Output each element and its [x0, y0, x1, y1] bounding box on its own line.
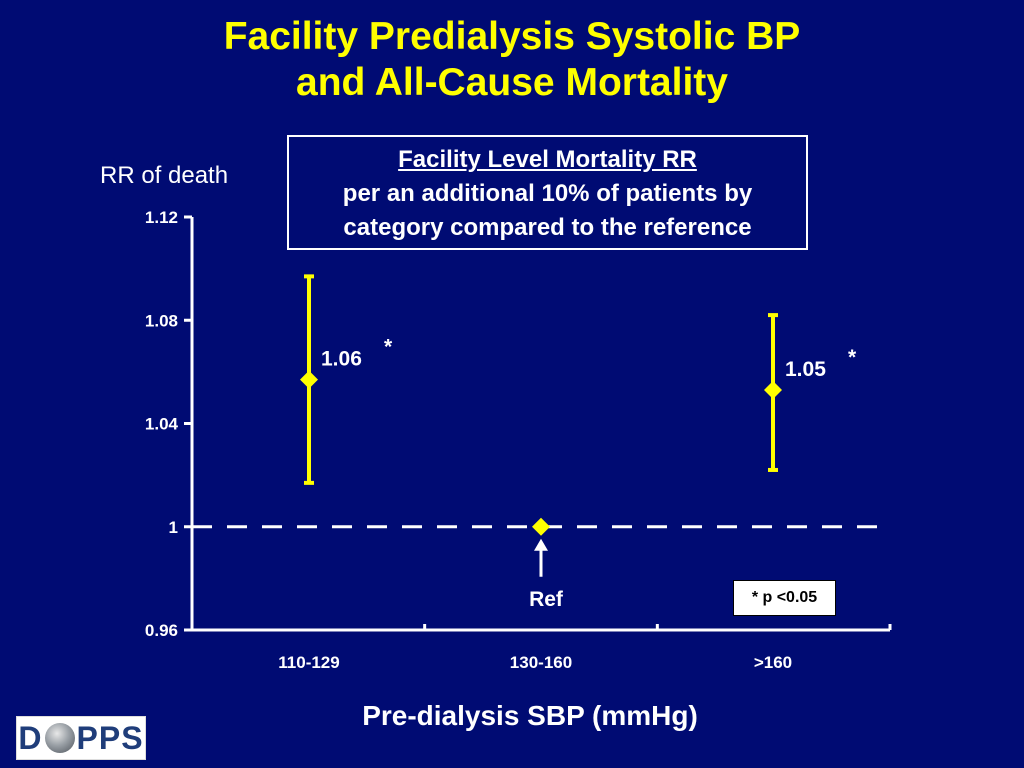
title-line-1: Facility Predialysis Systolic BP	[223, 15, 801, 58]
globe-icon	[44, 723, 75, 753]
x-axis-title: Pre-dialysis SBP (mmHg)	[362, 700, 698, 731]
y-tick-label: 1.12	[145, 208, 178, 227]
data-point-marker	[300, 370, 318, 389]
y-axis-title: RR of death	[100, 162, 229, 189]
y-tick-label: 1.08	[145, 311, 178, 330]
method-note-box: Facility Level Mortality RR per an addit…	[287, 135, 808, 250]
data-point-marker	[532, 517, 550, 536]
ref-label: Ref	[529, 588, 564, 611]
significance-star: *	[384, 336, 393, 359]
note-line-3: category compared to the reference	[343, 214, 752, 241]
y-tick-label: 1.04	[145, 415, 179, 434]
data-point-marker	[764, 380, 782, 399]
significance-legend: * p <0.05	[733, 580, 836, 616]
y-tick-label: 0.96	[145, 621, 178, 640]
slide-title: Facility Predialysis Systolic BP and All…	[0, 14, 1024, 106]
x-tick-label: >160	[754, 653, 792, 672]
x-tick-label: 110-129	[278, 653, 339, 672]
logo-letters-pps: PPS	[76, 719, 144, 756]
data-label: 1.06	[321, 348, 362, 371]
significance-star: *	[848, 346, 857, 369]
title-line-2: and All-Cause Mortality	[296, 61, 728, 104]
dopps-logo: D PPS	[16, 716, 146, 760]
y-tick-label: 1	[169, 518, 178, 537]
data-label: 1.05	[785, 358, 826, 381]
note-heading: Facility Level Mortality RR	[398, 146, 697, 173]
note-line-2: per an additional 10% of patients by	[342, 180, 753, 207]
x-tick-label: 130-160	[510, 653, 572, 672]
logo-letter-d: D	[18, 719, 43, 756]
ref-arrow-icon	[534, 538, 548, 551]
